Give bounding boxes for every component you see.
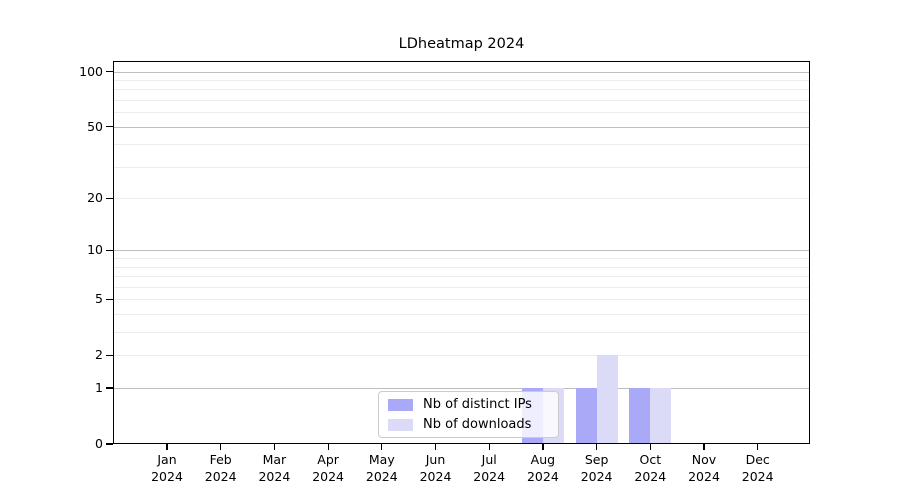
xtick-label-dec: Dec 2024 [741, 452, 774, 484]
xtick-label-nov: Nov 2024 [688, 452, 720, 484]
xtick-jan [166, 444, 168, 450]
gridline-minor-9 [113, 258, 810, 260]
gridline-major-1 [113, 388, 810, 390]
gridline-major-10 [113, 250, 810, 252]
xtick-label-feb: Feb 2024 [204, 452, 237, 484]
xtick-label-sep: Sep 2024 [580, 452, 613, 484]
legend-item-downloads: Nb of downloads [388, 417, 558, 433]
gridline-minor-5 [113, 299, 810, 301]
xtick-label-mar: Mar 2024 [258, 452, 291, 484]
ytick-label-5: 5 [95, 291, 103, 307]
legend: Nb of distinct IPs Nb of downloads [378, 391, 559, 438]
ytick-50 [106, 126, 113, 128]
gridline-minor-20 [113, 198, 810, 200]
ytick-label-20: 20 [87, 190, 103, 206]
xtick-feb [220, 444, 222, 450]
ytick-10 [106, 249, 113, 252]
xtick-label-may: May 2024 [365, 452, 398, 484]
gridline-minor-8 [113, 266, 810, 268]
xtick-oct [649, 444, 651, 450]
ytick-label-10: 10 [87, 242, 103, 258]
gridline-minor-60 [113, 112, 810, 114]
legend-label-downloads: Nb of downloads [423, 417, 532, 432]
bar-sep-ips [575, 388, 597, 444]
plot-area [113, 61, 810, 444]
xtick-sep [596, 444, 598, 450]
gridline-minor-3 [113, 332, 810, 334]
ytick-5 [106, 298, 113, 300]
gridline-major-100 [113, 71, 810, 73]
ytick-label-50: 50 [87, 118, 103, 134]
ytick-label-1: 1 [95, 380, 103, 396]
ytick-2 [106, 354, 113, 356]
xtick-dec [757, 444, 759, 450]
ytick-label-2: 2 [95, 347, 103, 363]
xtick-nov [703, 444, 705, 450]
xtick-may [381, 444, 383, 450]
gridline-minor-2 [113, 355, 810, 357]
ytick-label-100: 100 [79, 63, 103, 79]
gridline-minor-7 [113, 276, 810, 278]
ytick-100 [106, 70, 113, 73]
gridline-minor-6 [113, 286, 810, 288]
xtick-label-jan: Jan 2024 [151, 452, 183, 484]
bar-oct-ips [629, 388, 651, 444]
ytick-1 [106, 387, 113, 389]
gridline-minor-30 [113, 166, 810, 168]
ytick-20 [106, 197, 113, 199]
gridline-minor-90 [113, 79, 810, 81]
xtick-mar [273, 444, 276, 450]
ytick-0 [106, 443, 113, 445]
xtick-jul [488, 444, 490, 450]
gridline-minor-70 [113, 99, 810, 101]
bar-sep-downloads [596, 355, 618, 444]
xtick-label-oct: Oct 2024 [634, 452, 667, 484]
gridline-minor-80 [113, 89, 810, 91]
ytick-label-0: 0 [95, 436, 103, 451]
legend-item-distinct-ips: Nb of distinct IPs [388, 397, 558, 413]
legend-label-distinct-ips: Nb of distinct IPs [423, 397, 532, 412]
xtick-jun [434, 444, 437, 450]
xtick-aug [542, 444, 544, 450]
xtick-label-jul: Jul 2024 [473, 452, 506, 484]
bar-oct-downloads [650, 388, 672, 444]
xtick-label-aug: Aug 2024 [526, 452, 559, 484]
gridline-minor-4 [113, 314, 810, 316]
legend-swatch-0 [388, 398, 413, 411]
xtick-apr [327, 444, 329, 450]
gridline-major-50 [113, 126, 810, 128]
xtick-label-jun: Jun 2024 [419, 452, 452, 484]
xtick-label-apr: Apr 2024 [312, 452, 344, 484]
legend-swatch-1 [388, 418, 413, 431]
gridline-minor-40 [113, 144, 810, 146]
chart-title: LDheatmap 2024 [398, 36, 525, 52]
